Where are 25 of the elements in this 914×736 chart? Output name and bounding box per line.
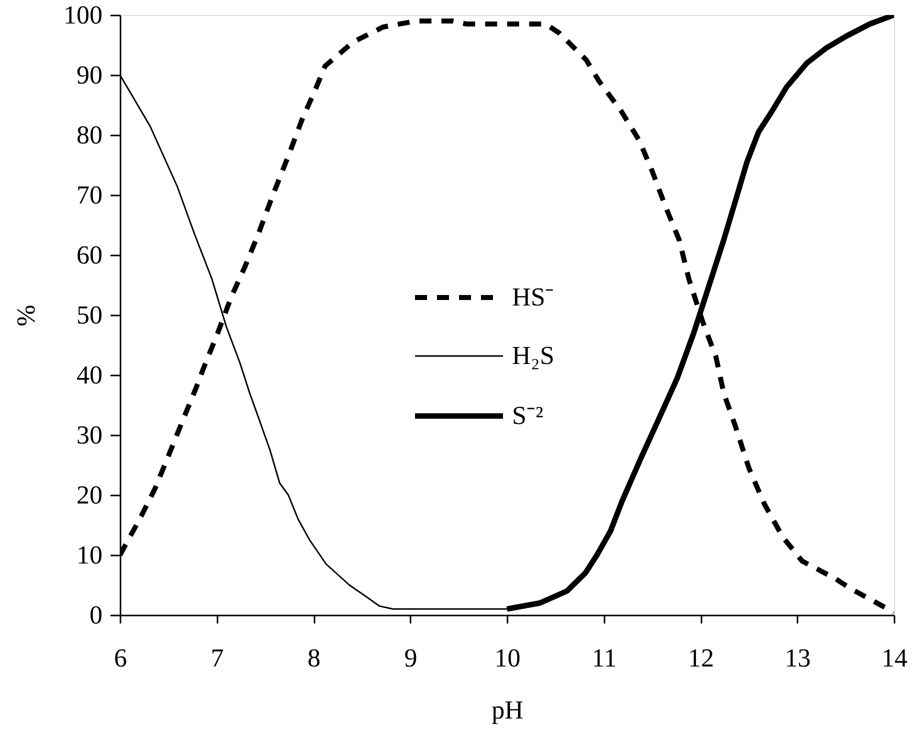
x-tick-label: 14 xyxy=(882,644,908,672)
y-tick-label: 0 xyxy=(90,600,102,630)
legend-label: H₂S xyxy=(512,341,554,370)
legend-label: HS⁻ xyxy=(512,282,554,312)
y-tick-label: 40 xyxy=(76,360,102,390)
y-tick-label: 60 xyxy=(76,240,102,270)
y-tick-label: 20 xyxy=(76,480,102,510)
y-axis-title: % xyxy=(12,304,40,326)
x-axis-title: pH xyxy=(492,696,524,724)
x-tick-label: 6 xyxy=(114,644,127,672)
y-tick-label: 80 xyxy=(76,120,102,150)
y-tick-label: 70 xyxy=(76,180,102,210)
x-tick-label: 8 xyxy=(308,644,320,672)
legend-label: S⁻² xyxy=(512,401,544,430)
y-tick-label: 90 xyxy=(76,60,102,90)
x-tick-label: 13 xyxy=(784,644,811,672)
y-tick-label: 50 xyxy=(76,300,102,330)
x-tick-label: 11 xyxy=(592,644,617,672)
y-tick-label: 30 xyxy=(76,420,102,450)
x-tick-label: 10 xyxy=(494,644,520,672)
y-tick-label: 100 xyxy=(64,0,102,30)
x-tick-label: 12 xyxy=(688,644,714,672)
y-tick-label: 10 xyxy=(76,540,102,570)
x-tick-label: 9 xyxy=(404,644,418,672)
x-tick-label: 7 xyxy=(210,644,224,672)
